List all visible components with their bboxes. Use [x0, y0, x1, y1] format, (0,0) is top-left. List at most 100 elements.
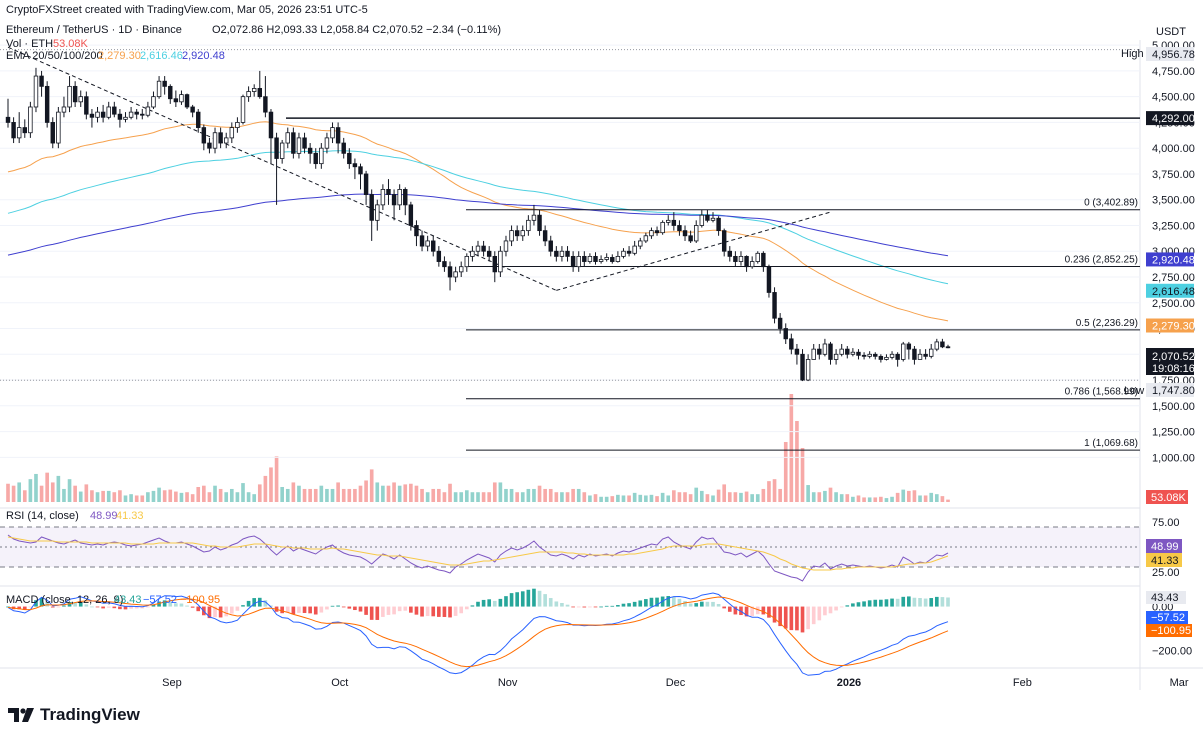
volume-bar	[207, 492, 212, 502]
fib-level-label: 0.236 (2,852.25)	[1065, 254, 1138, 265]
candle-body	[514, 230, 520, 237]
volume-bar	[297, 485, 301, 502]
candle-body	[140, 113, 145, 116]
candle-body	[940, 341, 945, 348]
candle-body	[470, 250, 475, 257]
candle-body	[240, 96, 246, 123]
macd-histogram-bar	[90, 606, 94, 608]
candle-body	[649, 230, 654, 237]
candle-body	[347, 152, 352, 165]
volume-bar	[157, 487, 161, 502]
volume-bar	[218, 488, 223, 502]
candle-body	[677, 225, 682, 232]
candle-body	[755, 252, 760, 262]
macd-histogram-bar	[425, 606, 430, 617]
volume-bar	[593, 494, 598, 502]
macd-histogram-bar	[308, 606, 312, 614]
candle-body	[330, 127, 335, 139]
volume-bar	[319, 485, 324, 502]
candle-body	[559, 250, 565, 257]
candle-body	[296, 137, 302, 154]
macd-histogram-bar	[548, 598, 553, 607]
volume-bar	[78, 491, 83, 502]
volume-bar	[50, 482, 55, 502]
candle-body	[901, 343, 906, 360]
volume-bar	[778, 488, 782, 502]
candle-body	[56, 111, 61, 144]
volume-bar	[677, 492, 682, 502]
candle-body	[44, 85, 50, 123]
candle-body	[928, 348, 934, 357]
macd-histogram-bar	[716, 604, 721, 607]
candle-body	[660, 221, 665, 234]
macd-histogram-bar	[828, 606, 833, 614]
trendlines[interactable]	[7, 46, 831, 291]
volume-bar	[918, 495, 922, 502]
macd-line-value: −57.52	[143, 594, 177, 606]
macd-histogram-bar	[683, 601, 687, 607]
candle-body	[587, 255, 593, 262]
volume-bar	[168, 489, 173, 502]
volume-bar	[476, 492, 480, 502]
volume-bar	[392, 482, 396, 502]
candle-body	[688, 235, 693, 242]
fib-level-label: 1 (1,069.68)	[1084, 438, 1138, 449]
macd-histogram-bar	[364, 606, 368, 615]
candle-body	[72, 85, 78, 103]
ema-100-line	[7, 150, 949, 285]
candle-body	[223, 137, 229, 144]
macd-histogram-bar	[834, 606, 838, 611]
volume-bar	[744, 491, 749, 502]
volume-bar	[845, 494, 850, 502]
macd-histogram-bar	[285, 606, 290, 613]
rsi-pane: 75.00 25.00	[0, 517, 1180, 582]
macd-histogram-bar	[481, 599, 486, 607]
macd-histogram-bar	[856, 602, 861, 607]
macd-line	[7, 592, 949, 676]
macd-tick-label: 0.00	[1152, 602, 1173, 614]
volume-bar	[616, 494, 620, 502]
volume-bar	[560, 492, 564, 502]
macd-histogram-bar	[873, 599, 878, 607]
macd-histogram-bar	[560, 603, 564, 607]
macd-histogram-bar	[699, 601, 704, 607]
macd-histogram-bar	[235, 606, 240, 611]
fib-level-label: 0 (3,402.89)	[1084, 198, 1138, 209]
macd-histogram-bar	[213, 606, 217, 618]
volume-bar	[867, 497, 872, 502]
ema-200-line	[7, 193, 949, 257]
volume-bar	[39, 485, 44, 502]
price-tick-label: 4,500.00	[1152, 92, 1195, 104]
rsi-badge-value: 48.99	[1151, 541, 1179, 553]
price-tick-label: 2,500.00	[1152, 298, 1195, 310]
macd-histogram-bar	[369, 606, 374, 620]
candle-body	[789, 338, 794, 350]
candle-body	[509, 230, 514, 242]
macd-histogram-bar	[246, 600, 251, 607]
volume-bar	[308, 488, 312, 502]
candle-body	[352, 163, 358, 168]
candle-body	[447, 266, 453, 278]
macd-histogram-bar	[162, 600, 167, 607]
macd-histogram-bar	[28, 606, 33, 608]
candle-body	[626, 250, 632, 254]
candle-body	[156, 80, 162, 98]
volume-bar	[755, 494, 760, 502]
price-tick-label: 4,750.00	[1152, 66, 1195, 78]
macd-histogram-bar	[392, 606, 396, 615]
macd-histogram-bar	[755, 606, 760, 615]
volume-bar	[733, 492, 738, 502]
macd-histogram-bar	[347, 606, 352, 609]
candle-body	[565, 250, 570, 257]
candle-body	[828, 343, 833, 360]
volume-bar	[453, 492, 458, 502]
price-badge-ema200	[1146, 252, 1194, 267]
macd-histogram-bar	[593, 606, 598, 608]
volume-bar	[235, 492, 240, 502]
macd-histogram-bar	[901, 596, 906, 607]
macd-histogram-bar	[811, 606, 816, 625]
macd-line-badge	[1146, 611, 1188, 624]
candle-body	[817, 348, 822, 355]
candle-body	[235, 122, 240, 128]
